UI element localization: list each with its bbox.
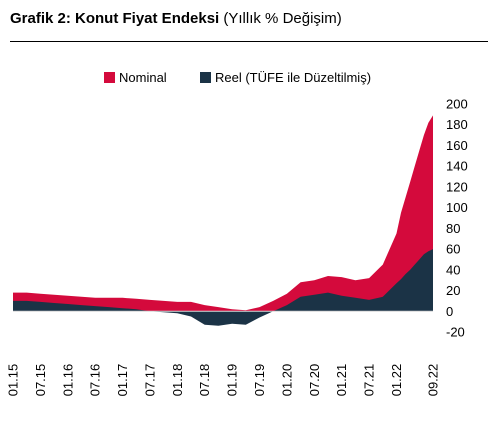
series-reel-area — [13, 249, 433, 326]
y-tick-label: 120 — [446, 179, 468, 194]
x-tick-label: 07.20 — [307, 364, 322, 397]
y-tick-label: 80 — [446, 221, 460, 236]
x-tick-label: 01.22 — [389, 364, 404, 397]
y-tick-label: 180 — [446, 117, 468, 132]
y-tick-label: 60 — [446, 242, 460, 257]
x-tick-label: 01.15 — [6, 364, 21, 397]
y-tick-label: 40 — [446, 262, 460, 277]
y-tick-label: 20 — [446, 283, 460, 298]
chart-title: Grafik 2: Konut Fiyat Endeksi (Yıllık % … — [10, 10, 342, 27]
legend-label-nominal: Nominal — [119, 70, 167, 85]
legend-label-reel: Reel (TÜFE ile Düzeltilmiş) — [215, 70, 372, 85]
y-tick-label: 0 — [446, 304, 453, 319]
chart-title-subtitle: (Yıllık % Değişim) — [223, 10, 342, 27]
x-tick-label: 01.19 — [225, 364, 240, 397]
x-tick-label: 07.18 — [197, 364, 212, 397]
x-tick-label: 07.21 — [362, 364, 377, 397]
legend-item-nominal: Nominal — [104, 70, 167, 85]
x-tick-label: 01.20 — [279, 364, 294, 397]
x-tick-label: 07.16 — [88, 364, 103, 397]
x-tick-label: 07.17 — [143, 364, 158, 397]
x-tick-label: 07.15 — [33, 364, 48, 397]
legend-swatch-nominal — [104, 72, 115, 83]
legend-swatch-reel — [200, 72, 211, 83]
legend-item-reel: Reel (TÜFE ile Düzeltilmiş) — [200, 70, 371, 85]
x-tick-label: 01.21 — [334, 364, 349, 397]
x-tick-label: 09.22 — [426, 364, 441, 397]
x-tick-label: 01.17 — [115, 364, 130, 397]
y-tick-label: 140 — [446, 159, 468, 174]
chart-title-bold: Grafik 2: Konut Fiyat Endeksi — [10, 10, 220, 27]
x-tick-label: 01.18 — [170, 364, 185, 397]
series-nominal-area — [13, 115, 433, 312]
x-tick-label: 07.19 — [252, 364, 267, 397]
y-tick-label: 200 — [446, 97, 468, 112]
title-divider — [10, 41, 488, 42]
y-tick-label: 160 — [446, 138, 468, 153]
y-tick-label: 100 — [446, 200, 468, 215]
x-tick-label: 01.16 — [60, 364, 75, 397]
y-tick-label: -20 — [446, 325, 465, 340]
